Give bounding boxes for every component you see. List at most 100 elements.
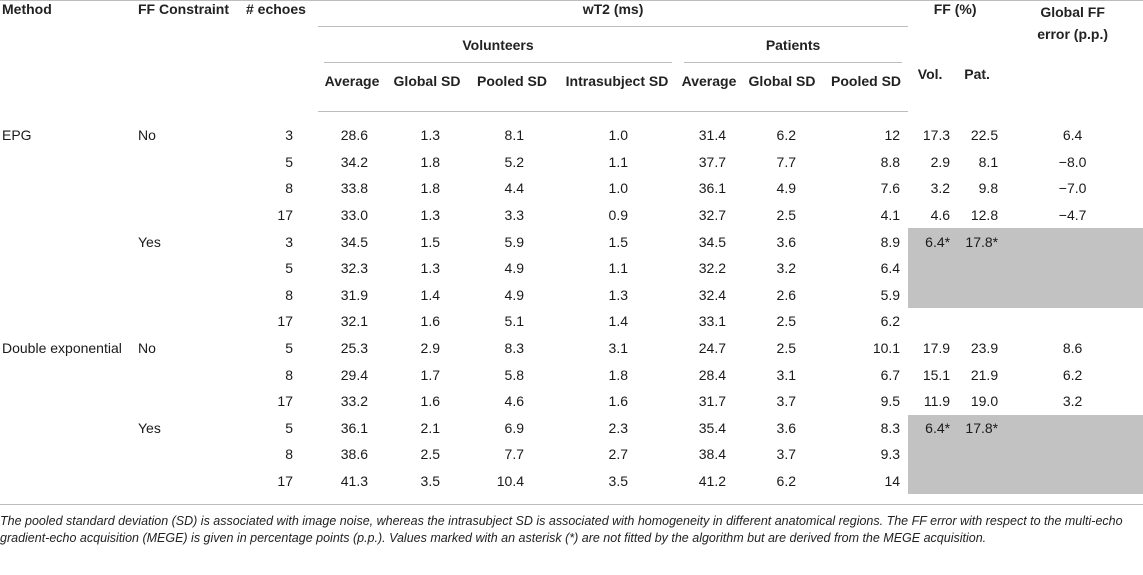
cell-constraint: Yes bbox=[138, 419, 161, 436]
header-ff-constraint: FF Constraint bbox=[138, 1, 229, 17]
cell-echoes: 8 bbox=[285, 286, 293, 303]
cell-ff-vol bbox=[908, 254, 953, 282]
cell-v-gsd: 1.8 bbox=[420, 180, 440, 197]
cell-ff-pat: 17.8* bbox=[952, 414, 1003, 442]
cell-p-psd: 6.4 bbox=[880, 260, 901, 277]
cell-echoes: 3 bbox=[285, 233, 293, 250]
cell-constraint bbox=[138, 388, 246, 415]
cell-ff-pat: 19.0 bbox=[970, 393, 999, 410]
cell-v-gsd: 1.3 bbox=[420, 127, 440, 144]
cell-constraint bbox=[138, 468, 246, 495]
cell-v-isd: 2.7 bbox=[608, 446, 628, 463]
cell-v-psd: 10.4 bbox=[496, 473, 524, 490]
header-vol: Vol. bbox=[917, 66, 943, 83]
cell-p-gsd: 2.5 bbox=[776, 313, 796, 330]
cell-ff-pat bbox=[952, 467, 1003, 495]
cell-v-isd: 3.1 bbox=[608, 340, 628, 357]
cell-p-avg: 38.4 bbox=[698, 446, 726, 463]
cell-echoes: 5 bbox=[285, 153, 293, 170]
cell-constraint bbox=[138, 282, 246, 309]
cell-ff-err: 6.4 bbox=[1062, 127, 1083, 144]
cell-method bbox=[0, 228, 138, 255]
cell-v-isd: 1.1 bbox=[608, 153, 628, 170]
table-row: 5 32.3 1.3 4.9 1.1 32.2 3.2 6.4 bbox=[0, 254, 1143, 282]
cell-p-psd: 12 bbox=[884, 127, 901, 144]
cell-ff-vol: 11.9 bbox=[923, 393, 951, 410]
cell-v-avg: 31.9 bbox=[340, 286, 368, 303]
cell-ff-pat: 22.5 bbox=[970, 127, 999, 144]
cell-v-gsd: 1.7 bbox=[420, 366, 440, 383]
header-volunteers: Volunteers bbox=[318, 37, 678, 73]
cell-p-gsd: 2.5 bbox=[776, 340, 796, 357]
cell-echoes: 8 bbox=[285, 366, 293, 383]
cell-v-gsd: 1.6 bbox=[420, 393, 440, 410]
cell-p-avg: 34.5 bbox=[698, 233, 726, 250]
cell-ff-err bbox=[1002, 228, 1143, 255]
cell-v-isd: 3.5 bbox=[608, 473, 628, 490]
cell-constraint bbox=[138, 202, 246, 229]
table-caption: The pooled standard deviation (SD) is as… bbox=[0, 504, 1143, 547]
results-table: Method FF Constraint # echoes wT2 (ms) F… bbox=[0, 0, 1143, 495]
cell-ff-pat: 17.8* bbox=[952, 228, 1003, 255]
cell-v-gsd: 2.9 bbox=[420, 340, 440, 357]
cell-p-avg: 24.7 bbox=[698, 340, 726, 357]
cell-v-psd: 6.9 bbox=[504, 419, 524, 436]
cell-p-avg: 33.1 bbox=[698, 313, 726, 330]
cell-p-gsd: 3.2 bbox=[776, 260, 796, 277]
cell-ff-vol bbox=[908, 281, 953, 309]
cell-p-psd: 5.9 bbox=[880, 286, 901, 303]
cell-p-avg: 28.4 bbox=[698, 366, 726, 383]
header-vol-global-sd: Global SD bbox=[386, 73, 468, 112]
table-body: EPG No 3 28.6 1.3 8.1 1.0 31.4 6.2 12 17.3 22.5 6.4 5… bbox=[0, 112, 1143, 495]
cell-ff-vol: 17.9 bbox=[922, 340, 951, 357]
cell-method: Double exponential bbox=[2, 340, 122, 357]
cell-echoes: 8 bbox=[285, 446, 293, 463]
cell-v-psd: 8.1 bbox=[504, 127, 524, 144]
cell-p-avg: 35.4 bbox=[698, 419, 726, 436]
cell-v-psd: 5.1 bbox=[504, 313, 524, 330]
cell-p-psd: 9.5 bbox=[880, 393, 901, 410]
table-row: 17 33.0 1.3 3.3 0.9 32.7 2.5 4.1 4.6 12.8 −4.7 bbox=[0, 202, 1143, 229]
header-global-ff-error: Global FF error (p.p.) bbox=[1002, 1, 1143, 112]
cell-v-psd: 5.9 bbox=[504, 233, 524, 250]
cell-ff-pat: 12.8 bbox=[970, 207, 999, 224]
cell-v-psd: 4.6 bbox=[504, 393, 524, 410]
cell-v-isd: 2.3 bbox=[608, 419, 628, 436]
cell-constraint: No bbox=[138, 127, 156, 144]
header-echoes: # echoes bbox=[246, 1, 306, 17]
cell-v-avg: 34.2 bbox=[340, 153, 368, 170]
cell-p-avg: 31.4 bbox=[698, 127, 726, 144]
cell-v-psd: 8.3 bbox=[504, 340, 524, 357]
cell-ff-pat bbox=[952, 308, 1002, 335]
cell-echoes: 5 bbox=[285, 260, 293, 277]
cell-ff-err: 8.6 bbox=[1062, 340, 1083, 357]
cell-p-avg: 32.4 bbox=[698, 286, 726, 303]
cell-p-psd: 10.1 bbox=[872, 340, 901, 357]
cell-method: EPG bbox=[2, 127, 32, 144]
cell-p-psd: 9.3 bbox=[880, 446, 901, 463]
cell-p-psd: 6.2 bbox=[880, 313, 901, 330]
header-pat: Pat. bbox=[964, 66, 990, 83]
table-row: 8 31.9 1.4 4.9 1.3 32.4 2.6 5.9 bbox=[0, 281, 1143, 309]
cell-ff-pat bbox=[952, 441, 1003, 468]
cell-ff-err: 3.2 bbox=[1062, 393, 1083, 410]
cell-ff-err bbox=[1002, 308, 1143, 335]
header-global-ff-error-label: Global FF error (p.p.) bbox=[1037, 4, 1108, 42]
cell-ff-vol: 6.4* bbox=[908, 228, 953, 255]
cell-v-gsd: 1.8 bbox=[420, 153, 440, 170]
cell-method bbox=[0, 175, 138, 202]
cell-ff-pat: 8.1 bbox=[978, 153, 999, 170]
header-method: Method bbox=[2, 1, 52, 17]
cell-p-gsd: 3.6 bbox=[776, 419, 796, 436]
cell-p-psd: 6.7 bbox=[880, 366, 901, 383]
cell-ff-vol: 6.4* bbox=[908, 414, 953, 442]
header-wt2: wT2 (ms) bbox=[318, 1, 909, 38]
cell-method bbox=[0, 255, 138, 282]
cell-p-gsd: 6.2 bbox=[776, 127, 796, 144]
cell-constraint bbox=[138, 308, 246, 335]
cell-echoes: 3 bbox=[285, 127, 293, 144]
cell-v-avg: 29.4 bbox=[340, 366, 368, 383]
cell-p-psd: 7.6 bbox=[880, 180, 901, 197]
cell-ff-err bbox=[1002, 467, 1143, 495]
